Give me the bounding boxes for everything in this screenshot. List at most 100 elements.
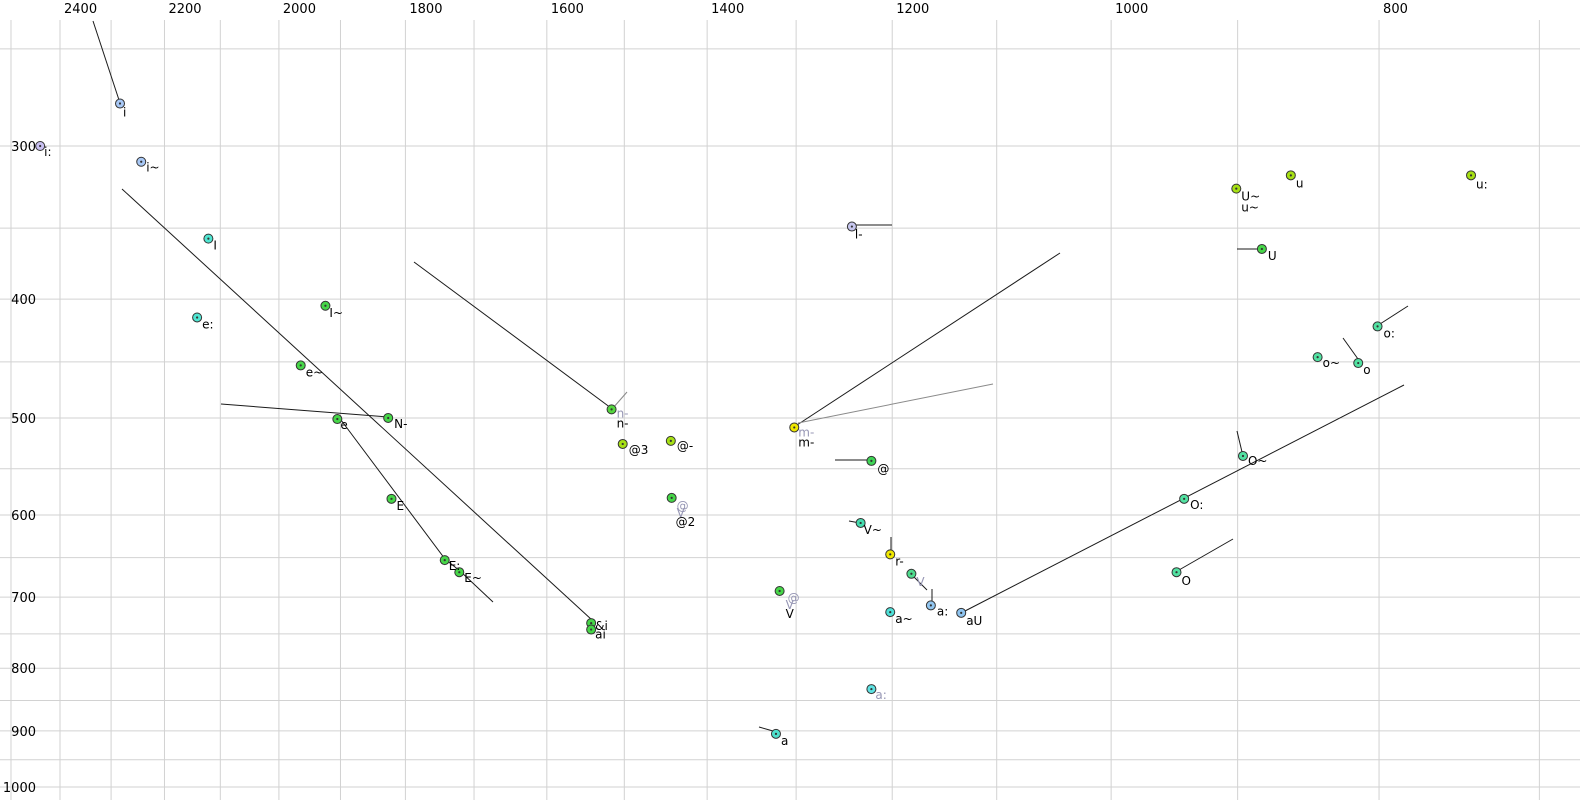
- axis-tick-layer: 2400 2200 2000 1800 1600 1400 1200 1000 800 300 40…: [3, 2, 1408, 796]
- point-center-dot-a: [774, 732, 778, 735]
- traj-n-gray: [612, 391, 628, 409]
- x-axis-tick-1000: 1000: [1115, 2, 1148, 17]
- point-center-dot-E~: [458, 571, 461, 574]
- point-label-m--1: m-: [798, 435, 814, 449]
- point-center-dot-N-: [387, 416, 390, 420]
- traj-m-gray: [797, 383, 994, 424]
- y-axis-tick-900: 900: [11, 725, 36, 740]
- traj-n-black: [413, 261, 612, 409]
- point-center-dot-o~: [1316, 356, 1319, 359]
- point-label-i: i: [123, 106, 126, 120]
- point-label-N-: N-: [394, 417, 407, 431]
- point-center-dot-U: [1260, 247, 1263, 251]
- point-center-dot-I~: [324, 304, 327, 307]
- x-axis-tick-1200: 1200: [896, 2, 929, 17]
- point-center-dot-o: [1357, 361, 1360, 365]
- point-label-l-: l-: [855, 228, 863, 242]
- point-label-U~-1: u~: [1241, 201, 1259, 215]
- point-center-dot-E: [390, 497, 393, 500]
- point-center-dot-o:: [1376, 325, 1379, 328]
- x-axis-tick-2400: 2400: [64, 2, 97, 17]
- point-label-i:: i:: [44, 145, 51, 159]
- x-axis-tick-2000: 2000: [283, 2, 316, 17]
- traj-m-black: [796, 252, 1061, 426]
- point-label-@2-1: V: [677, 506, 686, 520]
- point-label-E~: E~: [464, 571, 482, 585]
- traj-N-horiz: [220, 403, 389, 418]
- point-center-dot-@3: [621, 442, 624, 446]
- point-center-dot-u:: [1469, 174, 1473, 177]
- point-center-dot-i~: [140, 160, 143, 163]
- point-center-dot-e:: [196, 316, 199, 319]
- point-label-@3: @3: [629, 443, 649, 457]
- point-label-n--1: n-: [617, 416, 629, 430]
- point-label-o~: o~: [1323, 356, 1340, 370]
- point-center-dot-@2: [670, 496, 673, 500]
- point-label-E:: E:: [449, 559, 461, 573]
- point-center-dot-@-: [669, 439, 672, 442]
- point-label-O~: O~: [1248, 454, 1268, 468]
- point-center-dot-l-: [850, 225, 853, 228]
- traj-a-tick: [758, 726, 774, 732]
- point-label-@2-2: @2: [676, 515, 696, 529]
- point-center-dot-O:: [1183, 497, 1186, 500]
- point-center-dot-r-: [889, 553, 892, 556]
- point-label-u:: u:: [1476, 177, 1488, 191]
- point-center-dot-V~: [859, 521, 862, 525]
- y-axis-tick-400: 400: [11, 293, 36, 308]
- point-center-dot-I: [207, 237, 210, 240]
- point-label-aU: aU: [966, 614, 982, 628]
- point-label-V~: V~: [864, 523, 882, 537]
- x-axis-tick-1600: 1600: [551, 2, 584, 17]
- traj-i: [92, 20, 120, 101]
- point-label-a: a: [781, 734, 788, 748]
- point-label-&i: &i: [595, 619, 608, 633]
- point-label-V: @: [788, 591, 800, 605]
- point-center-dot-i:: [39, 144, 42, 148]
- point-label-I~: I~: [329, 306, 343, 320]
- point-center-dot-ai: [590, 628, 593, 631]
- traj-V-short: [913, 576, 928, 591]
- point-label-@-: @-: [677, 439, 693, 453]
- point-label-O: O: [1182, 574, 1191, 588]
- x-axis-tick-800: 800: [1383, 2, 1408, 17]
- point-label-n-: n-: [617, 406, 629, 420]
- point-center-dot-E:: [443, 558, 446, 562]
- point-label-o:: o:: [1384, 326, 1395, 340]
- x-axis-tick-2200: 2200: [168, 2, 201, 17]
- x-axis-tick-1800: 1800: [409, 2, 442, 17]
- point-center-dot-u: [1289, 174, 1292, 177]
- traj-o-line: [1342, 337, 1359, 360]
- point-label-u: u: [1296, 176, 1304, 190]
- point-center-dot-i: [118, 102, 122, 105]
- point-center-dot-e: [336, 417, 339, 421]
- grid-layer: [0, 20, 1580, 800]
- point-center-dot-V: [778, 589, 781, 593]
- traj-ai-long: [121, 188, 593, 621]
- point-center-dot-U~: [1235, 187, 1238, 190]
- point-center-dot-m-: [793, 426, 796, 429]
- point-center-dot-O~: [1241, 454, 1245, 458]
- point-label-e: e: [340, 418, 347, 432]
- point-label-U: U: [1268, 249, 1277, 263]
- point-center-dot-n-: [610, 408, 613, 411]
- point-label-ai: ai: [595, 628, 606, 642]
- point-label-e:: e:: [202, 317, 213, 331]
- point-label-O:: O:: [1190, 498, 1203, 512]
- point-label-o: o: [1363, 363, 1370, 377]
- point-center-dot-aU: [960, 611, 963, 614]
- point-label-a:: a:: [937, 604, 948, 618]
- point-label-@2: @: [677, 499, 689, 513]
- y-axis-tick-700: 700: [11, 591, 36, 606]
- point-label-r-: r-: [895, 554, 904, 568]
- traj-E-chain: [340, 419, 494, 603]
- point-label-e~: e~: [306, 365, 323, 379]
- point-center-dot-a:: [929, 604, 932, 607]
- traj-o-colon-line: [1379, 305, 1409, 325]
- point-center-dot-V-ref: [910, 572, 913, 575]
- point-label-V-1: V: [786, 598, 795, 612]
- y-axis-tick-500: 500: [11, 412, 36, 427]
